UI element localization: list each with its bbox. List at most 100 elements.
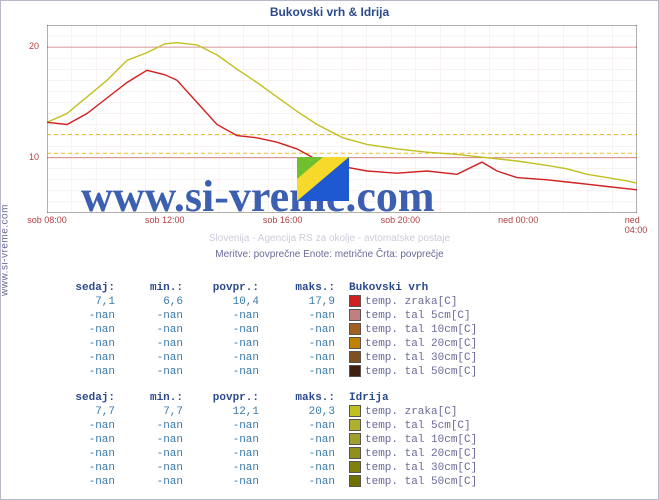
cell-value: -nan [115,323,183,337]
cell-value: -nan [183,337,259,351]
page-title: Bukovski vrh & Idrija [1,5,658,19]
cell-value: -nan [259,309,335,323]
series-label: temp. tal 30cm[C] [335,461,619,475]
cell-value: -nan [259,323,335,337]
series-label: temp. zraka[C] [335,405,619,419]
station-table: sedaj:min.:povpr.:maks.:Idrija7,77,712,1… [47,391,619,489]
table-row: -nan-nan-nan-nantemp. tal 10cm[C] [47,323,619,337]
cell-value: -nan [47,475,115,489]
col-header: min.: [115,281,183,295]
series-swatch-icon [349,323,361,335]
cell-value: -nan [259,433,335,447]
cell-value: -nan [47,365,115,379]
cell-value: -nan [259,337,335,351]
cell-value: 12,1 [183,405,259,419]
table-row: -nan-nan-nan-nantemp. tal 20cm[C] [47,447,619,461]
cell-value: -nan [183,309,259,323]
series-label: temp. tal 5cm[C] [335,419,619,433]
cell-value: -nan [115,447,183,461]
x-tick-label: ned 04:00 [625,215,648,235]
cell-value: -nan [259,351,335,365]
table-row: -nan-nan-nan-nantemp. tal 5cm[C] [47,419,619,433]
cell-value: -nan [183,323,259,337]
series-swatch-icon [349,405,361,417]
table-row: -nan-nan-nan-nantemp. tal 10cm[C] [47,433,619,447]
series-label: temp. tal 5cm[C] [335,309,619,323]
cell-value: -nan [115,461,183,475]
table-row: -nan-nan-nan-nantemp. tal 30cm[C] [47,351,619,365]
cell-value: -nan [183,447,259,461]
cell-value: -nan [259,461,335,475]
col-header: maks.: [259,281,335,295]
cell-value: -nan [183,461,259,475]
cell-value: 7,7 [47,405,115,419]
series-label: temp. tal 20cm[C] [335,337,619,351]
cell-value: -nan [47,419,115,433]
series-label: temp. tal 10cm[C] [335,433,619,447]
cell-value: -nan [183,419,259,433]
series-label: temp. zraka[C] [335,295,619,309]
series-swatch-icon [349,351,361,363]
cell-value: 17,9 [259,295,335,309]
col-header: maks.: [259,391,335,405]
x-tick-label: sob 12:00 [145,215,185,225]
station-name: Idrija [335,391,619,405]
col-header: min.: [115,391,183,405]
cell-value: -nan [259,447,335,461]
chart-canvas [47,25,637,213]
cell-value: -nan [47,433,115,447]
series-label: temp. tal 50cm[C] [335,475,619,489]
x-tick-label: sob 20:00 [381,215,421,225]
series-label: temp. tal 30cm[C] [335,351,619,365]
series-swatch-icon [349,475,361,487]
series-label: temp. tal 20cm[C] [335,447,619,461]
series-label: temp. tal 50cm[C] [335,365,619,379]
cell-value: -nan [115,309,183,323]
table-row: -nan-nan-nan-nantemp. tal 50cm[C] [47,475,619,489]
series-label: temp. tal 10cm[C] [335,323,619,337]
cell-value: -nan [183,433,259,447]
cell-value: -nan [47,323,115,337]
cell-value: -nan [115,475,183,489]
series-swatch-icon [349,295,361,307]
cell-value: -nan [183,475,259,489]
series-swatch-icon [349,337,361,349]
station-name: Bukovski vrh [335,281,619,295]
cell-value: -nan [115,433,183,447]
y-tick-label: 10 [29,152,39,162]
x-tick-label: sob 16:00 [263,215,303,225]
table-row: -nan-nan-nan-nantemp. tal 50cm[C] [47,365,619,379]
cell-value: 20,3 [259,405,335,419]
table-row: 7,16,610,417,9temp. zraka[C] [47,295,619,309]
series-swatch-icon [349,309,361,321]
cell-value: -nan [47,447,115,461]
series-swatch-icon [349,419,361,431]
cell-value: -nan [259,419,335,433]
cell-value: 7,7 [115,405,183,419]
cell-value: -nan [259,365,335,379]
cell-value: -nan [47,309,115,323]
cell-value: 10,4 [183,295,259,309]
series-swatch-icon [349,461,361,473]
cell-value: -nan [115,419,183,433]
series-swatch-icon [349,365,361,377]
station-table: sedaj:min.:povpr.:maks.:Bukovski vrh7,16… [47,281,619,379]
line-chart [47,25,637,213]
col-header: sedaj: [47,391,115,405]
cell-value: -nan [115,351,183,365]
cell-value: -nan [47,337,115,351]
cell-value: -nan [115,337,183,351]
cell-value: -nan [183,365,259,379]
cell-value: -nan [47,351,115,365]
table-row: -nan-nan-nan-nantemp. tal 20cm[C] [47,337,619,351]
cell-value: -nan [115,365,183,379]
series-swatch-icon [349,447,361,459]
cell-value: -nan [47,461,115,475]
col-header: povpr.: [183,281,259,295]
table-row: 7,77,712,120,3temp. zraka[C] [47,405,619,419]
chart-caption-2: Meritve: povprečne Enote: metrične Črta:… [1,249,658,260]
cell-value: -nan [183,351,259,365]
cell-value: 6,6 [115,295,183,309]
cell-value: -nan [259,475,335,489]
chart-caption-1: Slovenija - Agencija RS za okolje - avto… [1,233,658,244]
